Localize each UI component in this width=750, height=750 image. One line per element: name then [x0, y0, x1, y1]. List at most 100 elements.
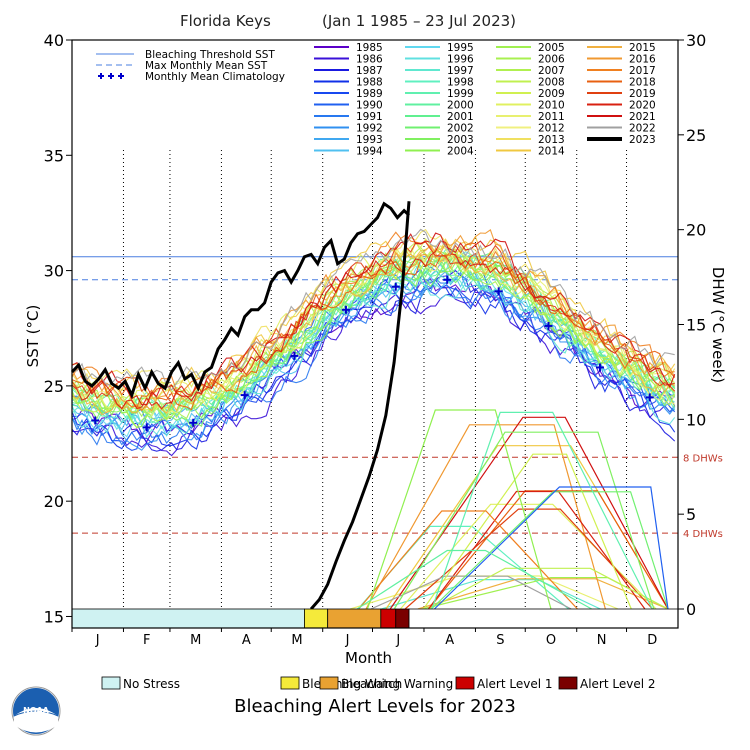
year-legend-label: 2015 — [629, 42, 656, 54]
month-label: O — [546, 633, 556, 648]
year-legend-label: 2017 — [629, 65, 656, 77]
year-legend-label: 2014 — [538, 146, 565, 158]
year-line-2006 — [71, 252, 675, 429]
alert-segment-empty — [408, 608, 679, 629]
year-legend-label: 2002 — [447, 123, 474, 135]
alert-segment — [327, 608, 382, 629]
year-legend-label: 2003 — [447, 134, 474, 146]
dhw-line-2009 — [422, 453, 632, 610]
year-legend-label: 1998 — [447, 77, 474, 89]
climatology-markers — [91, 275, 654, 432]
historical-dhw-lines — [350, 409, 669, 610]
climatology-point — [494, 287, 503, 296]
climatology-point — [290, 351, 299, 360]
year-line-1985 — [71, 278, 676, 443]
x-axis-label: Month — [345, 649, 392, 667]
dhw-line-2016 — [365, 424, 606, 610]
alert-legend-label: Alert Level 2 — [580, 677, 656, 691]
y-tick-label-left: 35 — [44, 146, 64, 165]
y-tick-label-left: 20 — [44, 492, 64, 511]
y-tick-label-right: 5 — [686, 505, 696, 524]
legend-label: Bleaching Threshold SST — [145, 49, 275, 61]
noaa-logo: NOAA — [11, 686, 61, 736]
year-legend-label: 1997 — [447, 65, 474, 77]
climatology-point — [341, 305, 350, 314]
alert-legend-label: Alert Level 1 — [477, 677, 553, 691]
alert-legend-swatch — [455, 676, 475, 690]
dhw-line-2017 — [358, 510, 578, 610]
dhw-reference-label: 8 DHWs — [683, 453, 723, 464]
historical-year-lines — [71, 228, 676, 457]
dhw-line-2002 — [430, 491, 669, 610]
climatology-point — [443, 275, 452, 284]
year-legend-label: 1992 — [356, 123, 383, 135]
year-legend-label: 2005 — [538, 42, 565, 54]
year-legend-label: 2013 — [538, 134, 565, 146]
alert-bar — [71, 608, 679, 629]
dhw-line-2019 — [404, 508, 654, 610]
y-tick-label-left: 25 — [44, 377, 64, 396]
year-legend-label: 2019 — [629, 88, 656, 100]
year-legend-label: 1995 — [447, 42, 474, 54]
year-legend-label: 1991 — [356, 111, 383, 123]
series-2023 — [70, 201, 411, 610]
year-legend-label: 1986 — [356, 54, 383, 66]
axes: 15 20 25 30 35 40 0 5 10 15 20 25 30 J F M A M J J A S O N D — [44, 31, 707, 648]
y-tick-label-right: 25 — [686, 126, 706, 145]
month-label: N — [597, 633, 607, 648]
sst-2023-line — [70, 201, 411, 400]
year-legend-label: 2020 — [629, 100, 656, 112]
alert-segment — [304, 608, 329, 629]
year-legend-label: 2022 — [629, 123, 656, 135]
year-legend-label: 2006 — [538, 54, 565, 66]
dhw-line-2015 — [417, 578, 669, 610]
year-legend-label: 1994 — [356, 146, 383, 158]
month-label: A — [445, 633, 454, 648]
year-line-2003 — [71, 257, 676, 428]
legend-label: Monthly Mean Climatology — [145, 71, 285, 83]
climatology-point — [91, 416, 100, 425]
alert-legend-swatch — [558, 676, 578, 690]
month-label: S — [496, 633, 504, 648]
chart-title: Florida Keys — [180, 12, 271, 30]
year-legend-label: 2023 — [629, 134, 656, 146]
climatology-point — [544, 321, 553, 330]
y-tick-label-left: 30 — [44, 262, 64, 281]
month-label: J — [95, 633, 100, 648]
year-legend-label: 1990 — [356, 100, 383, 112]
plot-frame — [71, 39, 679, 629]
year-legend-label: 1985 — [356, 42, 383, 54]
alert-legend-label: Bleaching Warning — [341, 677, 453, 691]
y-tick-label-right: 30 — [686, 31, 706, 50]
month-label: M — [190, 633, 201, 648]
year-line-2022 — [71, 228, 675, 391]
month-label: M — [291, 633, 302, 648]
year-line-1988 — [71, 268, 676, 450]
year-legend-label: 2018 — [629, 77, 656, 89]
year-legend-label: 1989 — [356, 88, 383, 100]
y-tick-label-right: 10 — [686, 410, 706, 429]
month-label: J — [345, 633, 350, 648]
year-legend-label: 2021 — [629, 111, 656, 123]
year-legend-label: 2009 — [538, 88, 565, 100]
climatology-point — [595, 363, 604, 372]
dhw-line-2004 — [366, 409, 552, 610]
y-tick-label-right: 15 — [686, 316, 706, 335]
alert-legend-swatch — [280, 676, 300, 690]
dhw-reference-label: 4 DHWs — [683, 529, 723, 540]
dhw-line-1990 — [433, 486, 669, 610]
y-tick-label-left: 15 — [44, 607, 64, 626]
climatology-point — [142, 423, 151, 432]
chart-date-range: (Jan 1 1985 – 23 Jul 2023) — [322, 12, 516, 30]
alert-segment — [71, 608, 305, 629]
climatology-point — [189, 418, 198, 427]
year-line-1991 — [71, 277, 676, 446]
year-line-2020 — [71, 240, 675, 410]
climatology-point — [645, 393, 654, 402]
legend-label: Max Monthly Mean SST — [145, 60, 268, 72]
year-legend-label: 2012 — [538, 123, 565, 135]
alert-legend-swatch — [101, 676, 121, 690]
footer-title: Bleaching Alert Levels for 2023 — [234, 696, 516, 717]
